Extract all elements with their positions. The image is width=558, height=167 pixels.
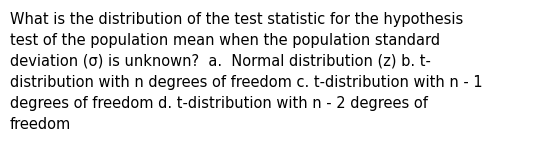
Text: What is the distribution of the test statistic for the hypothesis
test of the po: What is the distribution of the test sta… [10, 12, 483, 132]
